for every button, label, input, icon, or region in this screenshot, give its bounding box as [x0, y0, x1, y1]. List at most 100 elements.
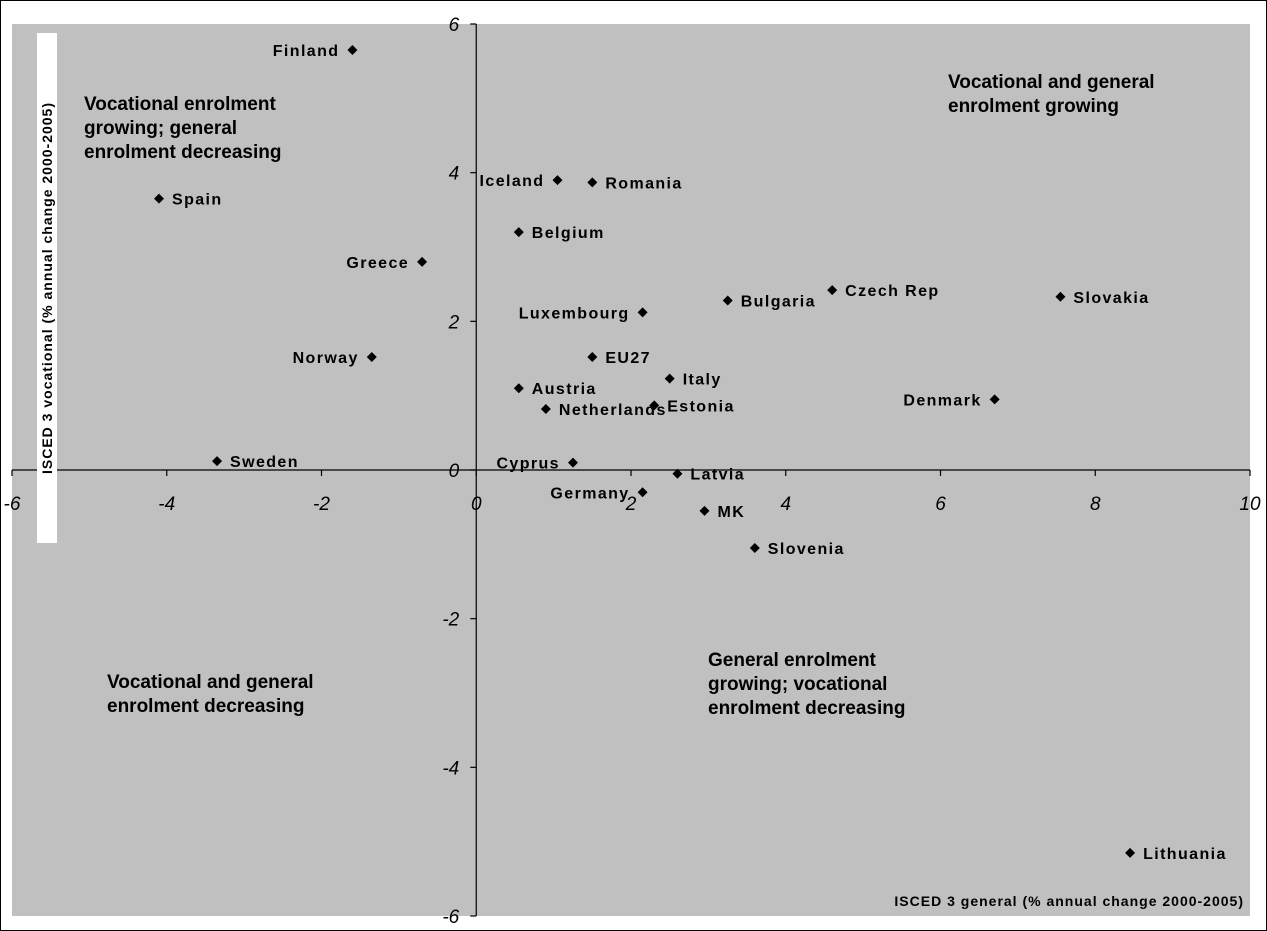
data-point-group: Spain: [154, 192, 223, 209]
annotation-line: Vocational enrolment: [84, 94, 276, 115]
data-points: Finland Spain Iceland Romania Belgium Greece L…: [154, 43, 1227, 863]
data-point-marker: [637, 307, 648, 318]
data-point-label: Denmark: [903, 392, 981, 409]
x-tick-label: 2: [625, 494, 637, 515]
data-point-group: Slovakia: [1055, 290, 1149, 307]
data-point-group: Lithuania: [1125, 846, 1227, 863]
quadrant-annotations: Vocational and general enrolment growing…: [84, 72, 1160, 719]
data-point-group: Sweden: [212, 454, 299, 471]
data-point-group: Finland: [273, 43, 358, 60]
data-point-group: Italy: [664, 372, 722, 389]
data-point-marker: [989, 394, 1000, 405]
data-point-marker: [699, 505, 710, 516]
data-point-marker: [672, 468, 683, 479]
data-point-marker: [513, 227, 524, 238]
data-point-label: Latvia: [690, 467, 745, 484]
data-point-marker: [587, 352, 598, 363]
y-axis-title-bg: [37, 33, 57, 543]
x-tick-label: 0: [471, 494, 482, 515]
data-point-label: Germany: [550, 485, 629, 502]
data-point-group: MK: [699, 504, 744, 521]
data-point-marker: [1055, 291, 1066, 302]
x-tick-label: -4: [158, 494, 175, 515]
annotation-line: enrolment decreasing: [84, 142, 281, 163]
data-point-label: Finland: [273, 43, 340, 60]
data-point-label: Lithuania: [1143, 846, 1227, 863]
data-point-marker: [749, 543, 760, 554]
data-point-group: Austria: [513, 381, 597, 398]
data-point-marker: [212, 456, 223, 467]
data-point-group: Latvia: [672, 467, 745, 484]
annotation-top-left: Vocational enrolment growing; general en…: [84, 94, 281, 163]
data-point-label: Luxembourg: [519, 305, 630, 322]
data-point-label: Spain: [172, 192, 223, 209]
y-axis-title-group: ISCED 3 vocational (% annual change 2000…: [37, 33, 57, 543]
data-point-marker: [366, 352, 377, 363]
data-point-label: Romania: [605, 175, 682, 192]
y-tick-label: -4: [442, 758, 459, 779]
data-point-marker: [1125, 847, 1136, 858]
annotation-line: growing; vocational: [708, 674, 887, 695]
data-point-group: Netherlands: [540, 402, 667, 419]
y-tick-label: 0: [449, 461, 460, 482]
data-point-group: Luxembourg: [519, 305, 648, 322]
data-point-label: EU27: [605, 350, 651, 367]
data-point-group: Norway: [293, 350, 377, 367]
data-point-label: Italy: [683, 372, 722, 389]
data-point-label: Cyprus: [496, 456, 560, 473]
data-point-label: Austria: [532, 381, 597, 398]
data-point-label: Belgium: [532, 225, 605, 242]
data-point-marker: [540, 404, 551, 415]
annotation-line: Vocational and general: [948, 72, 1155, 93]
data-point-group: Iceland: [480, 173, 563, 190]
data-point-group: Germany: [550, 485, 648, 502]
annotation-bottom-right: General enrolment growing; vocational en…: [708, 650, 905, 719]
annotation-line: enrolment decreasing: [107, 696, 304, 717]
data-point-marker: [827, 285, 838, 296]
data-point-marker: [513, 383, 524, 394]
x-tick-label: -2: [313, 494, 330, 515]
x-tick-label: -6: [4, 494, 21, 515]
data-point-label: Norway: [293, 350, 359, 367]
data-point-group: Romania: [587, 175, 682, 192]
data-point-group: Belgium: [513, 225, 605, 242]
data-point-group: Cyprus: [496, 456, 578, 473]
annotation-bottom-left: Vocational and general enrolment decreas…: [107, 672, 319, 717]
data-point-label: Estonia: [667, 398, 735, 415]
data-point-marker: [587, 177, 598, 188]
y-tick-label: 6: [449, 15, 460, 36]
x-tick-label: 6: [935, 494, 946, 515]
data-point-group: Slovenia: [749, 541, 845, 558]
data-point-label: Greece: [346, 255, 409, 272]
x-tick-label: 8: [1090, 494, 1101, 515]
data-point-group: Denmark: [903, 392, 1000, 409]
y-axis-title: ISCED 3 vocational (% annual change 2000…: [39, 102, 55, 474]
y-tick-label: -6: [442, 907, 459, 928]
x-axis-title: ISCED 3 general (% annual change 2000-20…: [894, 893, 1244, 909]
data-point-label: Slovakia: [1073, 290, 1149, 307]
data-point-marker: [417, 256, 428, 267]
data-point-marker: [664, 373, 675, 384]
data-point-group: EU27: [587, 350, 651, 367]
data-point-label: Netherlands: [559, 402, 667, 419]
data-point-marker: [649, 400, 660, 411]
data-point-group: Estonia: [649, 398, 735, 415]
annotation-top-right: Vocational and general enrolment growing: [948, 72, 1160, 117]
data-point-marker: [722, 295, 733, 306]
y-tick-label: 4: [449, 164, 460, 185]
data-point-label: Slovenia: [768, 541, 845, 558]
data-point-group: Bulgaria: [722, 294, 815, 311]
annotation-line: Vocational and general: [107, 672, 314, 693]
y-tick-label: -2: [442, 610, 459, 631]
x-tick-label: 4: [780, 494, 791, 515]
data-point-label: Sweden: [230, 454, 299, 471]
x-tick-label: 10: [1239, 494, 1261, 515]
y-tick-label: 2: [448, 312, 460, 333]
data-point-marker: [567, 457, 578, 468]
tick-labels: -6 -4 -2 0 2 4 6 8 10 -6 -4 -2 0 2 4 6: [4, 15, 1261, 928]
data-point-label: Czech Rep: [845, 283, 939, 300]
annotation-line: enrolment decreasing: [708, 698, 905, 719]
annotation-line: growing; general: [84, 118, 237, 139]
data-point-marker: [347, 45, 358, 56]
